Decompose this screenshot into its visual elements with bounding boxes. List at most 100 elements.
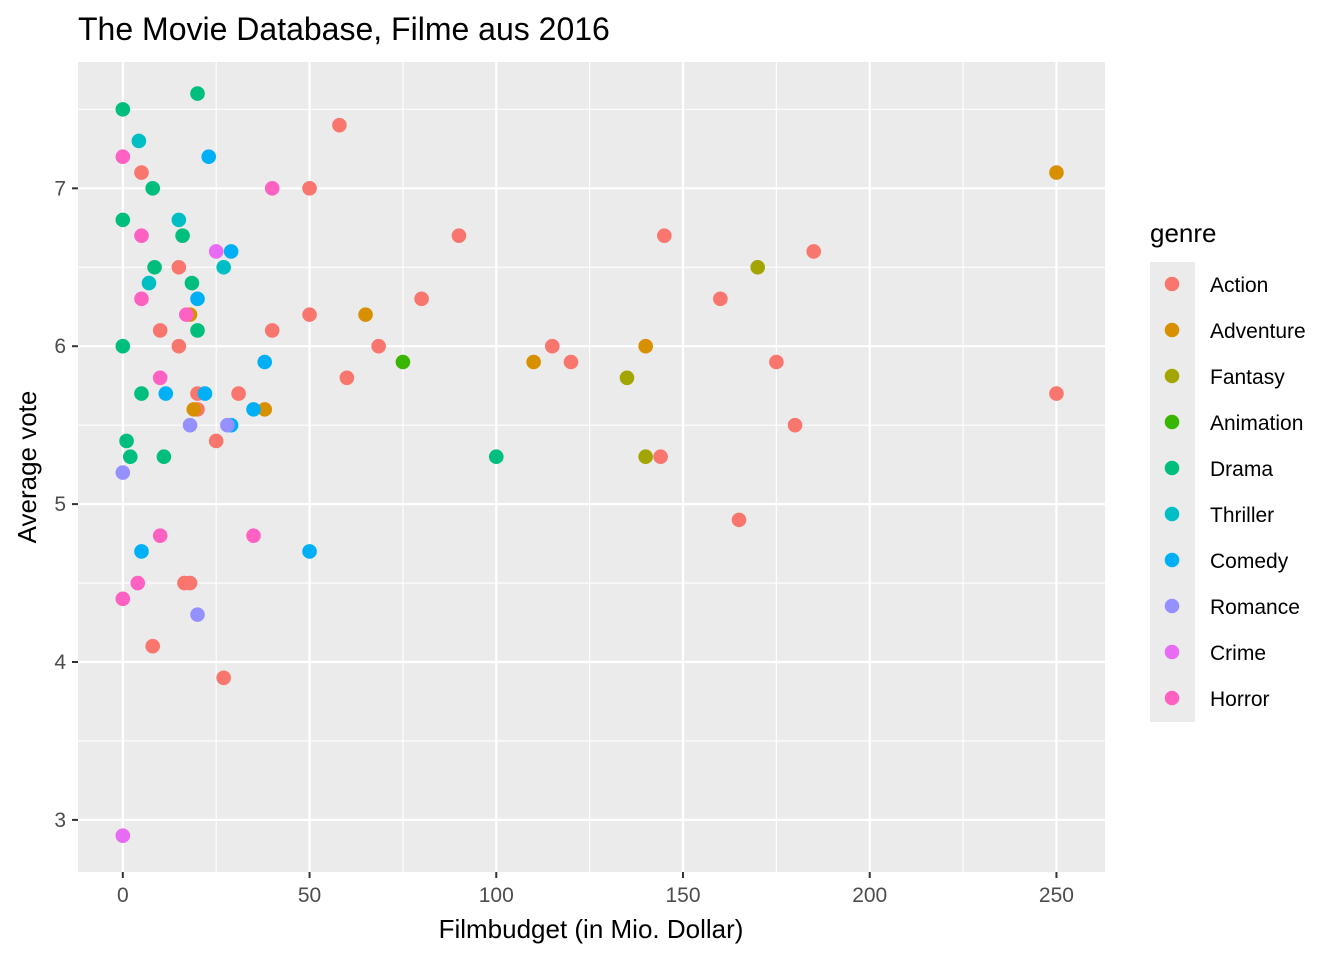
legend-key-comedy: [1164, 552, 1180, 568]
legend-key-thriller: [1164, 506, 1180, 522]
point-action: [451, 228, 467, 243]
plot-panel: [78, 62, 1105, 872]
x-tick-label: 250: [1039, 884, 1074, 907]
legend-key-fantasy: [1164, 368, 1180, 384]
legend-label: Fantasy: [1210, 366, 1285, 389]
point-drama: [115, 102, 131, 117]
legend-key-drama: [1164, 460, 1180, 476]
point-drama: [119, 433, 134, 449]
legend: genre Action Adventure Fantasy Animation Dra…: [1150, 218, 1306, 722]
point-action: [145, 638, 160, 654]
point-horror: [115, 591, 131, 607]
point-action: [713, 291, 728, 307]
point-horror: [152, 370, 168, 386]
legend-label: Thriller: [1210, 504, 1274, 527]
point-action: [731, 512, 747, 528]
point-horror: [130, 575, 146, 591]
legend-key-animation: [1164, 414, 1180, 430]
point-comedy: [134, 544, 149, 559]
x-tick-label: 100: [479, 884, 514, 907]
point-action: [152, 323, 168, 338]
point-romance: [182, 417, 198, 433]
legend-label: Comedy: [1210, 550, 1289, 573]
legend-key-adventure: [1164, 322, 1180, 338]
point-horror: [264, 181, 280, 196]
point-adventure: [358, 307, 373, 322]
point-drama: [184, 275, 200, 291]
point-drama: [175, 228, 190, 243]
x-tick-label: 200: [852, 884, 887, 907]
point-comedy: [197, 386, 213, 401]
point-romance: [190, 607, 205, 622]
data-points: [115, 86, 1064, 843]
point-action: [134, 165, 149, 180]
point-action: [544, 338, 560, 354]
point-crime: [208, 244, 224, 259]
legend-label: Action: [1210, 274, 1268, 297]
point-horror: [246, 528, 261, 543]
point-fantasy: [750, 259, 765, 275]
point-horror: [134, 228, 149, 243]
point-action: [171, 259, 187, 275]
point-adventure: [638, 338, 653, 354]
point-drama: [115, 338, 131, 354]
point-action: [806, 244, 822, 259]
point-action: [231, 386, 246, 401]
y-tick-label: 4: [54, 651, 66, 674]
point-horror: [179, 307, 194, 322]
point-action: [302, 307, 317, 322]
point-drama: [190, 86, 205, 101]
legend-key-crime: [1164, 644, 1180, 660]
y-axis-label: Average vote: [12, 391, 42, 544]
point-drama: [122, 449, 138, 465]
point-comedy: [201, 149, 217, 165]
legend-key-romance: [1164, 598, 1180, 614]
point-comedy: [190, 291, 205, 307]
point-action: [182, 575, 198, 591]
point-adventure: [526, 354, 541, 370]
point-action: [332, 117, 347, 133]
point-drama: [134, 386, 149, 401]
point-drama: [115, 212, 131, 228]
point-action: [171, 338, 187, 354]
point-adventure: [1049, 165, 1064, 180]
point-adventure: [186, 402, 202, 417]
point-comedy: [302, 544, 317, 559]
point-drama: [488, 449, 504, 465]
point-romance: [220, 417, 235, 433]
point-drama: [156, 449, 172, 465]
point-thriller: [171, 212, 187, 228]
legend-label: Romance: [1210, 596, 1300, 619]
point-action: [302, 181, 317, 196]
point-action: [769, 354, 784, 370]
y-tick-label: 6: [54, 335, 66, 358]
y-tick-label: 7: [54, 177, 66, 200]
point-drama: [190, 323, 205, 338]
y-tick-label: 3: [54, 809, 66, 832]
point-action: [1049, 386, 1064, 401]
point-action: [371, 338, 386, 354]
point-thriller: [131, 133, 147, 149]
x-tick-label: 150: [665, 884, 700, 907]
legend-label: Animation: [1210, 412, 1303, 435]
grid: [78, 62, 1151, 872]
point-adventure: [257, 402, 273, 417]
legend-label: Crime: [1210, 642, 1266, 665]
point-action: [216, 670, 231, 686]
legend-key-action: [1164, 276, 1180, 292]
x-axis-label: Filmbudget (in Mio. Dollar): [439, 914, 744, 944]
legend-key-horror: [1164, 690, 1180, 706]
point-action: [653, 449, 668, 465]
x-tick-label: 50: [298, 884, 321, 907]
legend-label: Horror: [1210, 688, 1270, 711]
point-drama: [147, 259, 162, 275]
point-romance: [115, 465, 131, 480]
point-comedy: [223, 244, 239, 259]
legend-title: genre: [1150, 218, 1217, 248]
point-drama: [145, 181, 160, 196]
point-fantasy: [638, 449, 653, 465]
point-crime: [115, 828, 131, 843]
point-thriller: [216, 259, 231, 275]
point-action: [264, 323, 280, 338]
